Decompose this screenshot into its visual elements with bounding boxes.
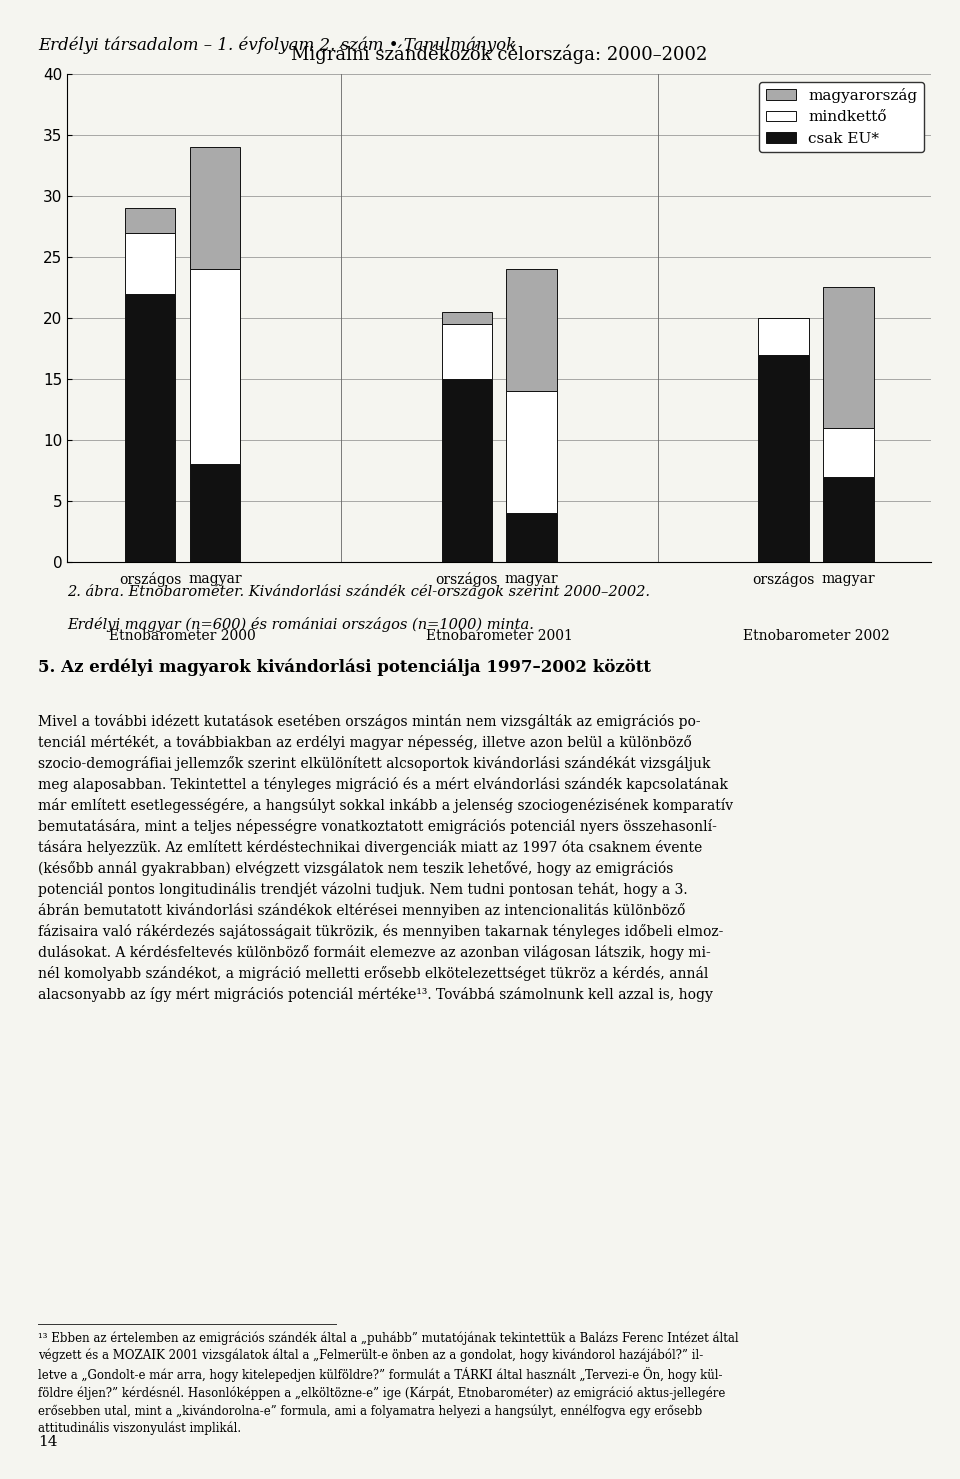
Bar [823, 427, 874, 476]
Bar [758, 318, 808, 355]
Title: Migrálni szándékozók célországa: 2000–2002: Migrálni szándékozók célországa: 2000–20… [291, 44, 708, 64]
Text: 5. Az erdélyi magyarok kivándorlási potenciálja 1997–2002 között: 5. Az erdélyi magyarok kivándorlási pote… [38, 658, 652, 676]
Bar [125, 209, 175, 232]
Bar [823, 476, 874, 562]
Legend: magyarország, mindkettő, csak EU*: magyarország, mindkettő, csak EU* [759, 81, 924, 152]
Bar [758, 355, 808, 562]
Text: ¹³ Ebben az értelemben az emigrációs szándék által a „puhább” mutatójának tekint: ¹³ Ebben az értelemben az emigrációs szá… [38, 1331, 739, 1435]
Bar [125, 293, 175, 562]
Bar [823, 287, 874, 427]
Text: Etnobarometer 2000: Etnobarometer 2000 [109, 629, 255, 643]
Bar [189, 269, 240, 464]
Text: Etnobarometer 2001: Etnobarometer 2001 [426, 629, 572, 643]
Bar [506, 269, 557, 392]
Text: 2. ábra. Etnobarométer. Kivándorlási szándék cél-országok szerint 2000–2002.: 2. ábra. Etnobarométer. Kivándorlási szá… [67, 584, 650, 599]
Bar [442, 324, 492, 379]
Bar [506, 392, 557, 513]
Bar [506, 513, 557, 562]
Bar [125, 232, 175, 293]
Bar [189, 464, 240, 562]
Text: Mivel a további idézett kutatások esetében országos mintán nem vizsgálták az emi: Mivel a további idézett kutatások esetéb… [38, 714, 733, 1003]
Text: Erdélyi társadalom – 1. évfolyam 2. szám • Tanulmányok: Erdélyi társadalom – 1. évfolyam 2. szám… [38, 37, 516, 55]
Bar [189, 148, 240, 269]
Bar [442, 312, 492, 324]
Text: Erdélyi magyar (n=600) és romániai országos (n=1000) minta.: Erdélyi magyar (n=600) és romániai orszá… [67, 617, 534, 632]
Text: Etnobarometer 2002: Etnobarometer 2002 [743, 629, 889, 643]
Bar [442, 379, 492, 562]
Text: 14: 14 [38, 1436, 58, 1449]
